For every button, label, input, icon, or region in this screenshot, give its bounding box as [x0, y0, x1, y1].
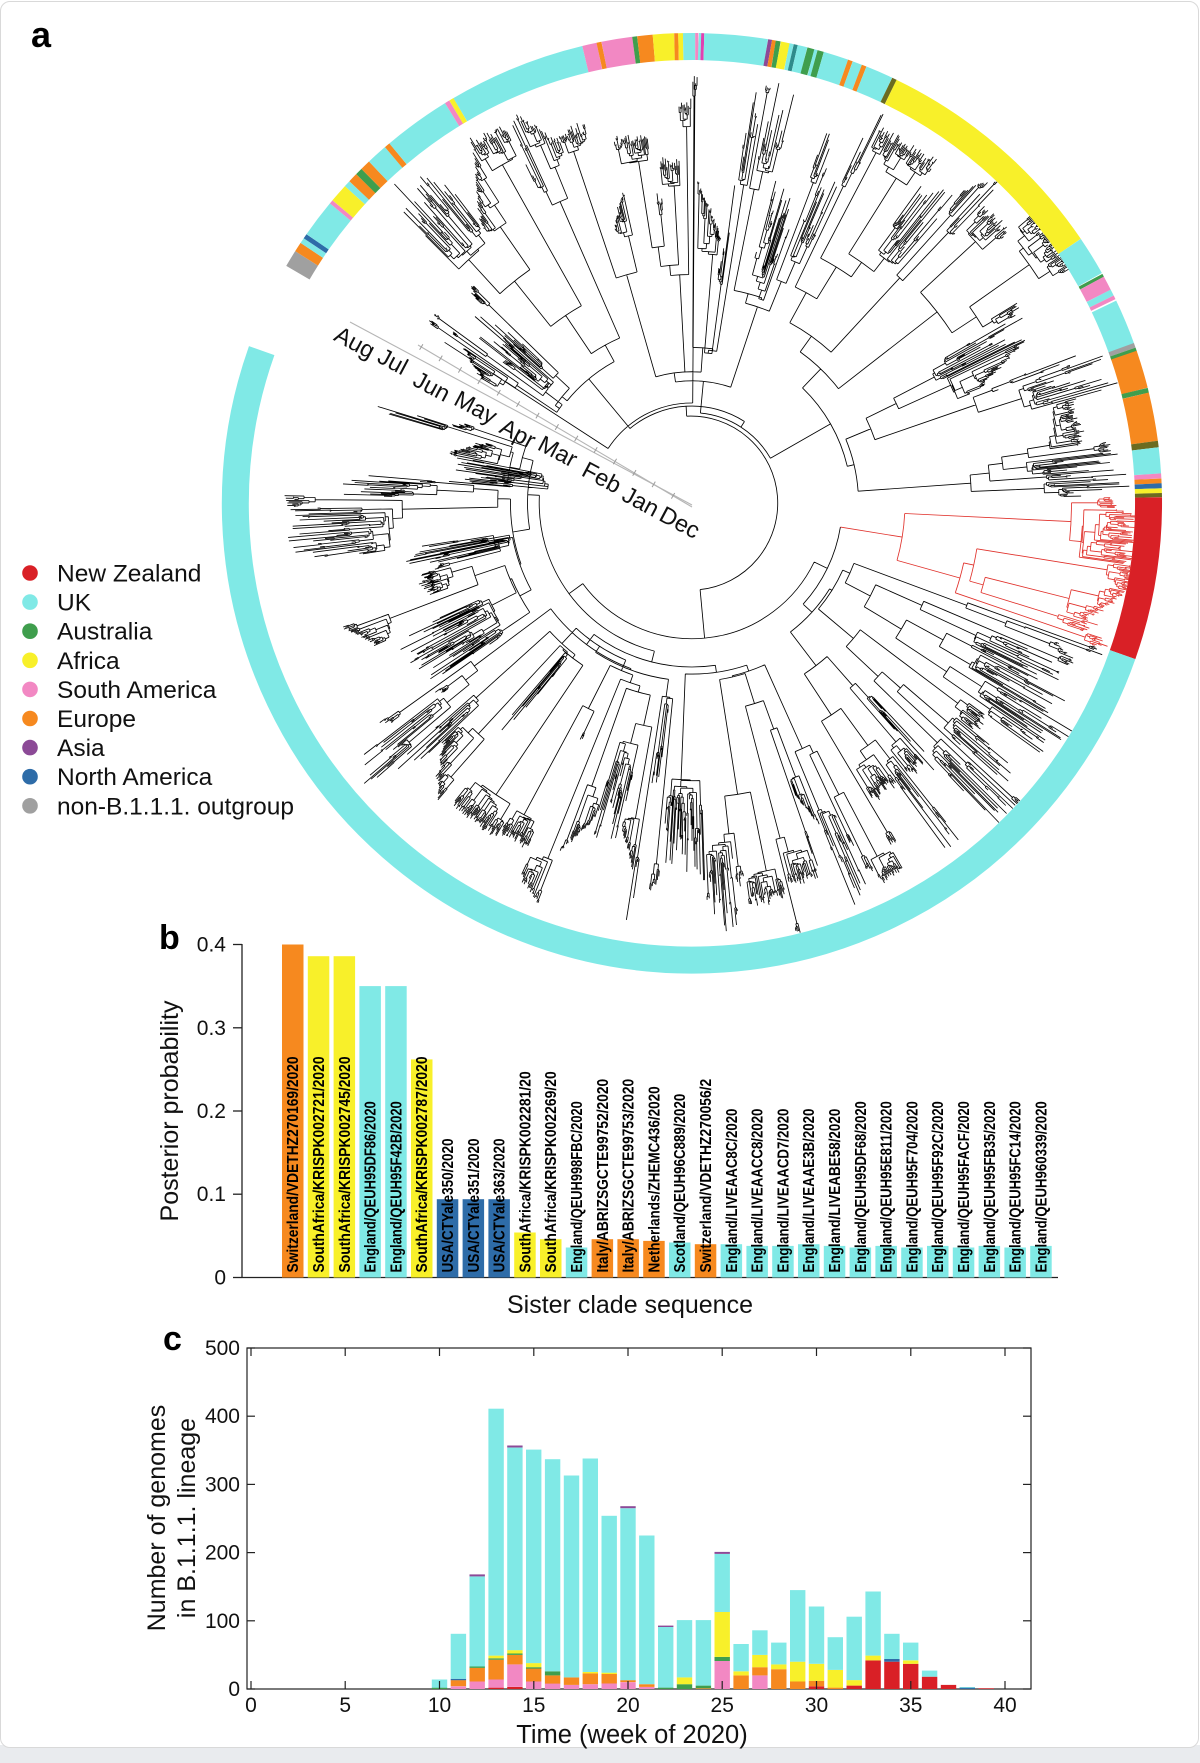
- svg-text:USA/CTYale351/2020: USA/CTYale351/2020: [466, 1138, 483, 1272]
- svg-text:New Zealand: New Zealand: [57, 561, 201, 588]
- svg-text:England/QEUH95FC14/2020: England/QEUH95FC14/2020: [1008, 1101, 1025, 1272]
- svg-text:15: 15: [522, 1694, 545, 1717]
- svg-text:0: 0: [214, 1267, 226, 1290]
- svg-text:England/QEUH95FACF/2020: England/QEUH95FACF/2020: [956, 1101, 973, 1272]
- svg-text:May: May: [450, 386, 502, 430]
- svg-text:Aug: Aug: [330, 321, 379, 364]
- svg-text:England/QEUH95E811/2020: England/QEUH95E811/2020: [879, 1101, 896, 1272]
- svg-text:Switzerland/VDETHZ270169/2020: Switzerland/VDETHZ270169/2020: [285, 1056, 302, 1272]
- svg-text:35: 35: [899, 1694, 922, 1717]
- svg-text:Posterior probability: Posterior probability: [156, 1000, 184, 1221]
- svg-text:South America: South America: [57, 677, 217, 704]
- svg-text:Number of genomes: Number of genomes: [143, 1405, 171, 1632]
- svg-text:Asia: Asia: [57, 735, 105, 762]
- svg-text:25: 25: [711, 1694, 734, 1717]
- svg-text:England/LIVEAACD7/2020: England/LIVEAACD7/2020: [776, 1109, 793, 1273]
- svg-text:Time (week of 2020): Time (week of 2020): [516, 1721, 747, 1749]
- svg-text:40: 40: [993, 1694, 1016, 1717]
- svg-text:Italy/ABRIZSGCTE99753/2020: Italy/ABRIZSGCTE99753/2020: [621, 1079, 638, 1273]
- svg-text:England/QEUH95DF86/2020: England/QEUH95DF86/2020: [363, 1101, 380, 1272]
- svg-text:500: 500: [205, 1337, 240, 1360]
- svg-text:20: 20: [616, 1694, 639, 1717]
- svg-text:c: c: [163, 1320, 182, 1358]
- svg-text:Mar: Mar: [534, 430, 582, 472]
- svg-text:30: 30: [805, 1694, 828, 1717]
- svg-text:300: 300: [205, 1473, 240, 1496]
- svg-text:England/QEUH95F92C/2020: England/QEUH95F92C/2020: [930, 1101, 947, 1272]
- svg-text:England/QEUH95DF68/2020: England/QEUH95DF68/2020: [853, 1101, 870, 1272]
- svg-text:400: 400: [205, 1405, 240, 1428]
- svg-text:0: 0: [245, 1694, 257, 1717]
- svg-text:Sister clade sequence: Sister clade sequence: [507, 1291, 753, 1319]
- svg-text:a: a: [31, 14, 52, 55]
- svg-text:England/QEUH998FBC/2020: England/QEUH998FBC/2020: [569, 1101, 586, 1272]
- svg-text:North America: North America: [57, 764, 213, 791]
- svg-text:England/QEUH95F704/2020: England/QEUH95F704/2020: [905, 1101, 922, 1272]
- svg-text:5: 5: [339, 1694, 351, 1717]
- svg-text:England/LIVEAACC8/2020: England/LIVEAACC8/2020: [750, 1109, 767, 1273]
- svg-text:Africa: Africa: [57, 648, 120, 675]
- svg-text:Australia: Australia: [57, 619, 153, 646]
- svg-text:SouthAfrica/KRISPK002269/20: SouthAfrica/KRISPK002269/20: [543, 1071, 560, 1272]
- svg-text:UK: UK: [57, 590, 92, 617]
- svg-text:England/LIVEAAE3B/2020: England/LIVEAAE3B/2020: [801, 1109, 818, 1273]
- svg-text:Switzerland/VDETHZ270056/2: Switzerland/VDETHZ270056/2: [698, 1079, 715, 1273]
- svg-text:100: 100: [205, 1610, 240, 1633]
- svg-text:Jul: Jul: [373, 343, 412, 380]
- svg-text:England/QEUH960339/2020: England/QEUH960339/2020: [1034, 1101, 1051, 1272]
- svg-text:England/LIVEABE58/2020: England/LIVEABE58/2020: [827, 1109, 844, 1273]
- svg-text:Jun: Jun: [409, 366, 455, 407]
- svg-text:b: b: [159, 919, 180, 957]
- svg-text:in B.1.1.1. lineage: in B.1.1.1. lineage: [173, 1418, 201, 1618]
- svg-text:Netherlands/ZHEMC436/2020: Netherlands/ZHEMC436/2020: [647, 1086, 664, 1272]
- svg-text:0.2: 0.2: [197, 1100, 226, 1123]
- svg-text:Apr: Apr: [496, 413, 541, 453]
- svg-text:200: 200: [205, 1542, 240, 1565]
- svg-text:0: 0: [228, 1678, 240, 1701]
- svg-text:0.1: 0.1: [197, 1183, 226, 1206]
- svg-text:SouthAfrica/KRISPK002787/2020: SouthAfrica/KRISPK002787/2020: [414, 1056, 431, 1272]
- svg-text:USA/CTYale363/2020: USA/CTYale363/2020: [492, 1138, 509, 1272]
- svg-text:Feb: Feb: [578, 456, 626, 498]
- svg-text:England/QEUH95FB35/2020: England/QEUH95FB35/2020: [982, 1101, 999, 1272]
- svg-text:SouthAfrica/KRISPK002721/2020: SouthAfrica/KRISPK002721/2020: [311, 1056, 328, 1272]
- svg-text:Italy/ABRIZSGCTE99752/2020: Italy/ABRIZSGCTE99752/2020: [595, 1079, 612, 1273]
- svg-text:Jan: Jan: [618, 481, 664, 522]
- svg-text:0.3: 0.3: [197, 1017, 226, 1040]
- svg-text:USA/CTYale350/2020: USA/CTYale350/2020: [440, 1138, 457, 1272]
- svg-text:SouthAfrica/KRISPK002281/20: SouthAfrica/KRISPK002281/20: [518, 1071, 535, 1272]
- svg-text:England/LIVEAAC8C/2020: England/LIVEAAC8C/2020: [724, 1109, 741, 1273]
- svg-text:SouthAfrica/KRISPK002745/2020: SouthAfrica/KRISPK002745/2020: [337, 1056, 354, 1272]
- svg-text:non-B.1.1.1. outgroup: non-B.1.1.1. outgroup: [57, 793, 294, 820]
- svg-text:Scotland/QEUH96C889/2020: Scotland/QEUH96C889/2020: [672, 1094, 689, 1273]
- svg-text:England/QEUH95F42B/2020: England/QEUH95F42B/2020: [388, 1101, 405, 1272]
- svg-text:Dec: Dec: [655, 501, 704, 544]
- svg-text:Europe: Europe: [57, 706, 136, 733]
- svg-text:0.4: 0.4: [197, 934, 227, 957]
- svg-text:10: 10: [428, 1694, 451, 1717]
